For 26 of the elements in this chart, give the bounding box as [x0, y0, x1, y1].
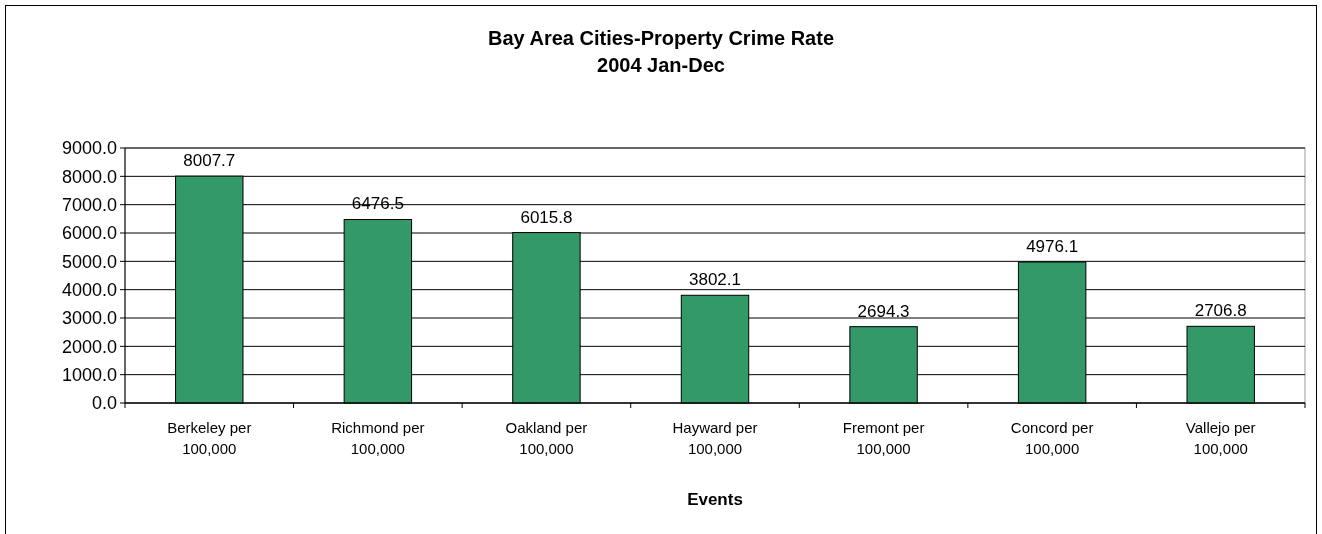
y-tick-label: 8000.0: [61, 166, 117, 187]
x-tick-label: Fremont per 100,000: [842, 419, 925, 457]
x-tick-label: Oakland per 100,000: [505, 419, 588, 457]
y-tick-label: 6000.0: [61, 223, 117, 244]
chart-title: Bay Area Cities-Property Crime Rate: [487, 27, 835, 49]
x-tick-label: Hayward per 100,000: [672, 419, 758, 457]
data-label: 2694.3: [857, 301, 910, 321]
data-label: 8007.7: [183, 151, 236, 171]
y-tick-label: 3000.0: [61, 308, 117, 329]
data-label: 3802.1: [689, 270, 741, 290]
y-tick-label: 9000.0: [61, 138, 117, 159]
x-axis-title: Events: [687, 490, 743, 509]
y-tick-label: 7000.0: [61, 194, 117, 215]
data-label: 2706.8: [1194, 301, 1247, 321]
y-tick-label: 2000.0: [61, 336, 117, 357]
chart-subtitle: 2004 Jan-Dec: [597, 54, 725, 76]
y-tick-label: 0.0: [91, 393, 117, 414]
x-tick-label: Richmond per 100,000: [331, 419, 425, 457]
y-tick-label: 1000.0: [61, 364, 117, 385]
y-tick-label: 4000.0: [61, 279, 117, 300]
x-tick-label: Concord per 100,000: [1010, 419, 1094, 457]
y-tick-label: 5000.0: [61, 251, 117, 272]
x-tick-label: Berkeley per 100,000: [167, 419, 252, 457]
data-label: 6015.8: [520, 207, 573, 227]
x-tick-label: Vallejo per 100,000: [1185, 419, 1256, 457]
data-label: 4976.1: [1026, 237, 1079, 257]
